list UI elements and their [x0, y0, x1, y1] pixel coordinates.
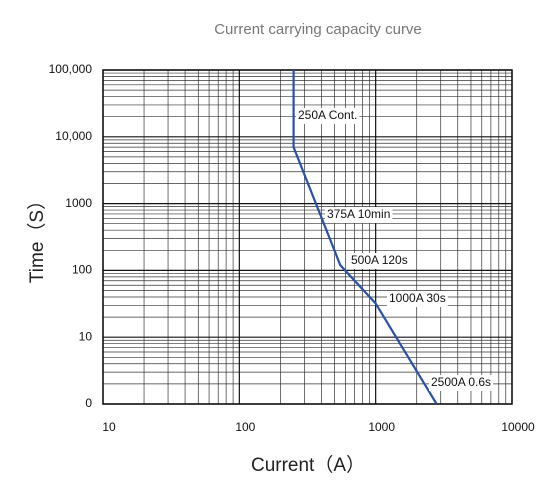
chart-title: Current carrying capacity curve	[214, 21, 422, 38]
x-axis-label: Current（A）	[251, 454, 365, 476]
y-tick-label: 10,000	[55, 129, 92, 143]
annotation-bg	[296, 108, 360, 124]
annotation-bg	[429, 375, 494, 391]
annotation-bg	[349, 253, 410, 269]
y-tick-label: 10	[79, 329, 93, 343]
x-tick-label: 1000	[368, 420, 395, 434]
y-tick-label: 0	[85, 396, 92, 410]
y-tick-label: 100	[72, 263, 92, 277]
annotation-bg	[325, 207, 393, 223]
annotation: 250A Cont.	[298, 108, 357, 122]
y-axis-label: Time（S）	[26, 191, 48, 283]
annotation: 2500A 0.6s	[431, 375, 491, 389]
annotation: 375A 10min	[327, 207, 390, 221]
x-tick-label: 10	[102, 420, 116, 434]
annotation-bg	[387, 291, 448, 307]
x-tick-label: 10000	[501, 420, 535, 434]
annotation: 500A 120s	[351, 253, 408, 267]
data-line	[292, 70, 438, 405]
annotation: 1000A 30s	[389, 291, 446, 305]
plot-frame	[102, 69, 513, 405]
x-tick-label: 100	[235, 420, 255, 434]
y-tick-label: 1000	[65, 196, 92, 210]
y-tick-label: 100,000	[49, 62, 93, 76]
